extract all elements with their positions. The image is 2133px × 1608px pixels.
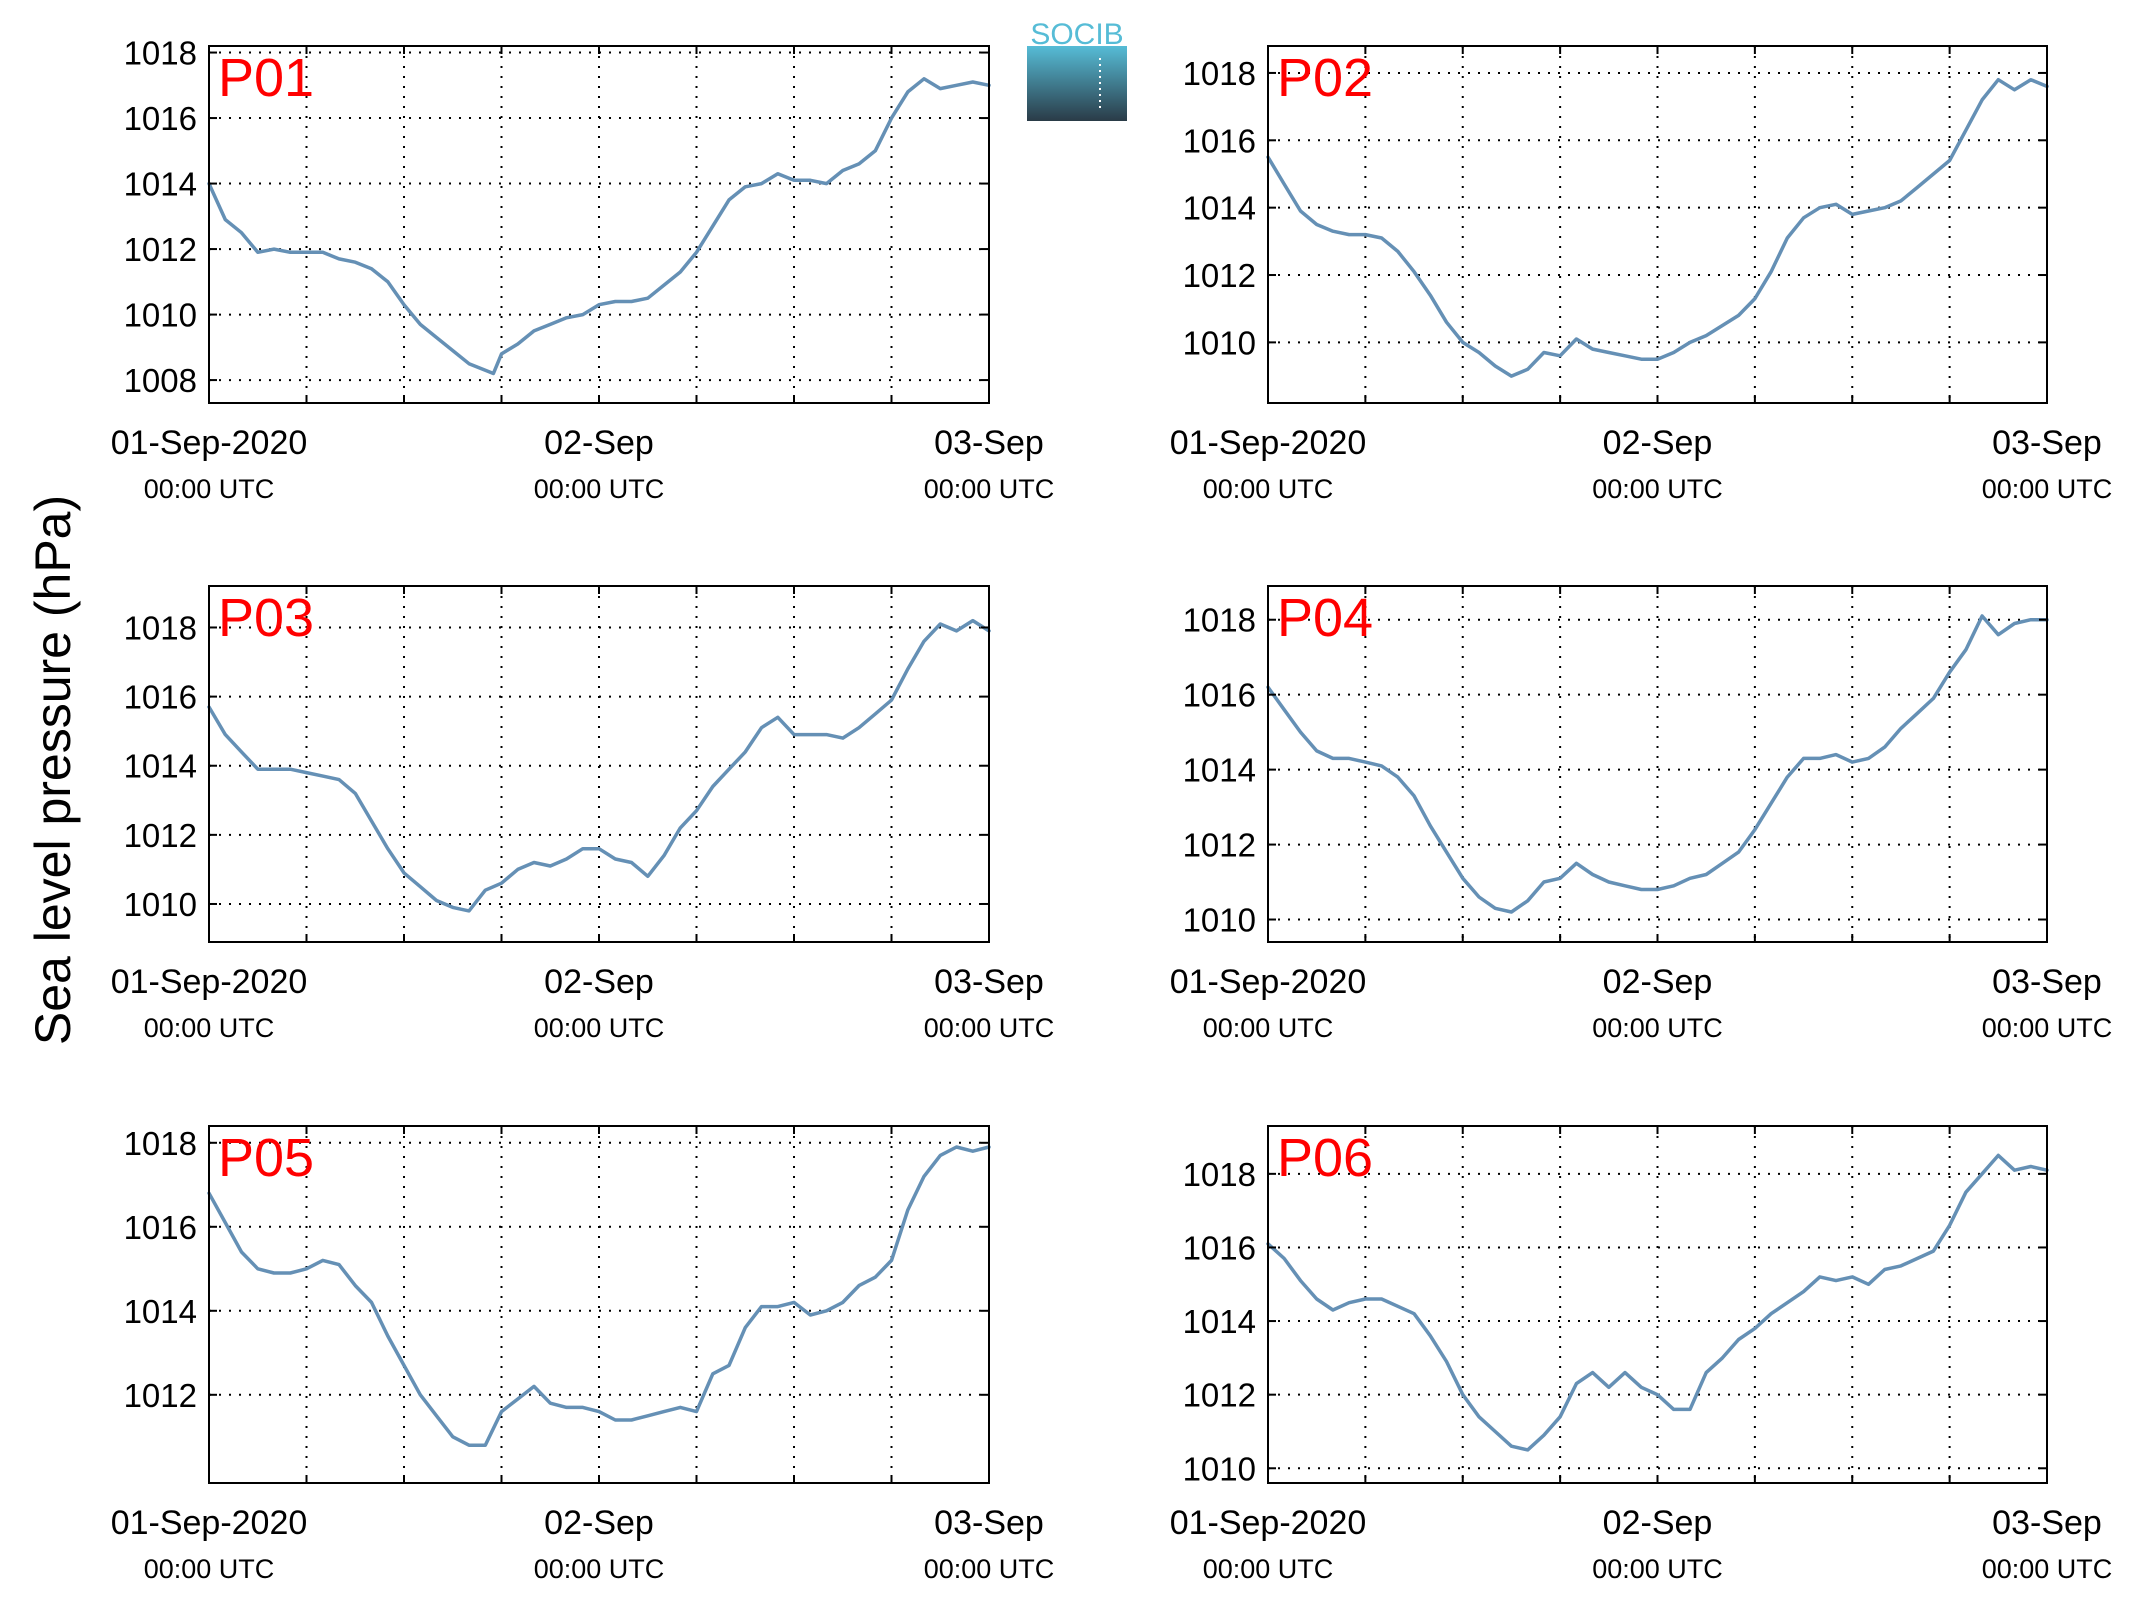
y-tick-label: 1010 — [124, 886, 197, 923]
panel-label-p05: P05 — [218, 1128, 314, 1188]
logo-emblem — [1027, 46, 1127, 121]
x-tick-sublabel: 00:00 UTC — [924, 474, 1055, 504]
y-tick-label: 1016 — [1183, 122, 1256, 159]
y-tick-label: 1012 — [1183, 827, 1256, 864]
x-tick-sublabel: 00:00 UTC — [1203, 1013, 1334, 1043]
x-tick-sublabel: 00:00 UTC — [1982, 474, 2113, 504]
series-line-p02 — [1266, 77, 2049, 378]
x-tick-sublabel: 00:00 UTC — [534, 1554, 665, 1584]
series-line-p03 — [207, 618, 991, 913]
y-tick-label: 1012 — [124, 1377, 197, 1414]
y-tick-label: 1014 — [124, 166, 197, 203]
x-tick-sublabel: 00:00 UTC — [1592, 474, 1723, 504]
x-tick-label: 01-Sep-2020 — [1170, 963, 1367, 1001]
x-tick-label: 02-Sep — [1603, 1504, 1713, 1542]
x-tick-sublabel: 00:00 UTC — [1592, 1554, 1723, 1584]
y-tick-label: 1014 — [1183, 190, 1256, 227]
x-tick-sublabel: 00:00 UTC — [534, 1013, 665, 1043]
y-tick-label: 1012 — [1183, 1377, 1256, 1414]
chart-panel-4: 1010 1012 1014 1016 1018 01-Sep-2020 00:00 UTC… — [1170, 585, 2113, 1043]
x-tick-sublabel: 00:00 UTC — [924, 1554, 1055, 1584]
x-tick-label: 01-Sep-2020 — [111, 963, 308, 1001]
x-tick-label: 01-Sep-2020 — [111, 424, 308, 462]
series-line-p05 — [207, 1145, 991, 1447]
series-line-p04 — [1266, 614, 2049, 914]
panel-label-p01: P01 — [218, 48, 314, 108]
x-tick-label: 03-Sep — [934, 424, 1044, 462]
panel-label-p06: P06 — [1277, 1128, 1373, 1188]
y-tick-label: 1016 — [1183, 1229, 1256, 1266]
axes-frame — [208, 1125, 990, 1484]
y-tick-label: 1018 — [1183, 1156, 1256, 1193]
x-tick-label: 02-Sep — [544, 424, 654, 462]
y-tick-label: 1014 — [1183, 1303, 1256, 1340]
y-tick-label: 1016 — [124, 1209, 197, 1246]
y-tick-label: 1010 — [124, 297, 197, 334]
x-tick-label: 03-Sep — [934, 963, 1044, 1001]
x-tick-label: 03-Sep — [1992, 963, 2102, 1001]
x-tick-sublabel: 00:00 UTC — [144, 474, 275, 504]
chart-panel-3: 1010 1012 1014 1016 1018 01-Sep-2020 00:00 UTC… — [111, 585, 1055, 1043]
y-tick-label: 1010 — [1183, 1450, 1256, 1487]
chart-panel-5: 1012 1014 1016 1018 01-Sep-2020 00:00 UTC 02-S… — [111, 1125, 1055, 1584]
axes-frame — [1267, 1125, 2048, 1484]
chart-panel-2: 1010 1012 1014 1016 1018 01-Sep-2020 00:00 UTC… — [1170, 45, 2113, 504]
chart-panel-1: 1008 1010 1012 1014 1016 1018 01-Sep-2020 00:00… — [111, 35, 1055, 504]
socib-logo: SOCIB — [1027, 18, 1127, 121]
y-tick-label: 1014 — [124, 748, 197, 785]
axes-frame — [208, 45, 990, 404]
y-tick-label: 1012 — [1183, 257, 1256, 294]
axes-frame — [1267, 45, 2048, 404]
x-tick-sublabel: 00:00 UTC — [924, 1013, 1055, 1043]
x-tick-label: 03-Sep — [1992, 424, 2102, 462]
x-tick-sublabel: 00:00 UTC — [144, 1013, 275, 1043]
x-tick-label: 01-Sep-2020 — [1170, 1504, 1367, 1542]
y-tick-label: 1018 — [124, 35, 197, 72]
chart-panel-6: 1010 1012 1014 1016 1018 01-Sep-2020 00:00 UTC… — [1170, 1125, 2113, 1584]
x-tick-label: 02-Sep — [1603, 963, 1713, 1001]
y-tick-label: 1012 — [124, 817, 197, 854]
y-tick-label: 1016 — [1183, 677, 1256, 714]
y-axis-label: Sea level pressure (hPa) — [25, 495, 81, 1045]
x-tick-label: 02-Sep — [544, 1504, 654, 1542]
y-tick-label: 1010 — [1183, 902, 1256, 939]
y-tick-label: 1008 — [124, 362, 197, 399]
y-tick-label: 1010 — [1183, 324, 1256, 361]
x-tick-label: 03-Sep — [934, 1504, 1044, 1542]
x-tick-sublabel: 00:00 UTC — [1592, 1013, 1723, 1043]
x-tick-label: 02-Sep — [544, 963, 654, 1001]
logo-text: SOCIB — [1030, 18, 1123, 51]
x-tick-label: 03-Sep — [1992, 1504, 2102, 1542]
y-tick-label: 1018 — [124, 609, 197, 646]
x-tick-sublabel: 00:00 UTC — [1982, 1013, 2113, 1043]
y-tick-label: 1018 — [124, 1125, 197, 1162]
y-tick-label: 1014 — [124, 1293, 197, 1330]
panel-label-p04: P04 — [1277, 588, 1373, 648]
x-tick-label: 02-Sep — [1603, 424, 1713, 462]
axes-frame — [208, 585, 990, 943]
y-tick-label: 1016 — [124, 100, 197, 137]
x-tick-sublabel: 00:00 UTC — [1982, 1554, 2113, 1584]
x-tick-sublabel: 00:00 UTC — [144, 1554, 275, 1584]
x-tick-label: 01-Sep-2020 — [111, 1504, 308, 1542]
y-tick-label: 1012 — [124, 231, 197, 268]
panels: 1008 1010 1012 1014 1016 1018 01-Sep-2020 00:00… — [111, 35, 2113, 1584]
x-tick-sublabel: 00:00 UTC — [1203, 1554, 1334, 1584]
y-tick-label: 1016 — [124, 679, 197, 716]
panel-label-p03: P03 — [218, 588, 314, 648]
y-tick-label: 1018 — [1183, 55, 1256, 92]
series-line-p01 — [207, 77, 991, 376]
x-tick-sublabel: 00:00 UTC — [534, 474, 665, 504]
y-tick-label: 1018 — [1183, 602, 1256, 639]
panel-label-p02: P02 — [1277, 48, 1373, 108]
y-tick-label: 1014 — [1183, 752, 1256, 789]
x-tick-sublabel: 00:00 UTC — [1203, 474, 1334, 504]
x-tick-label: 01-Sep-2020 — [1170, 424, 1367, 462]
series-line-p06 — [1266, 1153, 2049, 1452]
